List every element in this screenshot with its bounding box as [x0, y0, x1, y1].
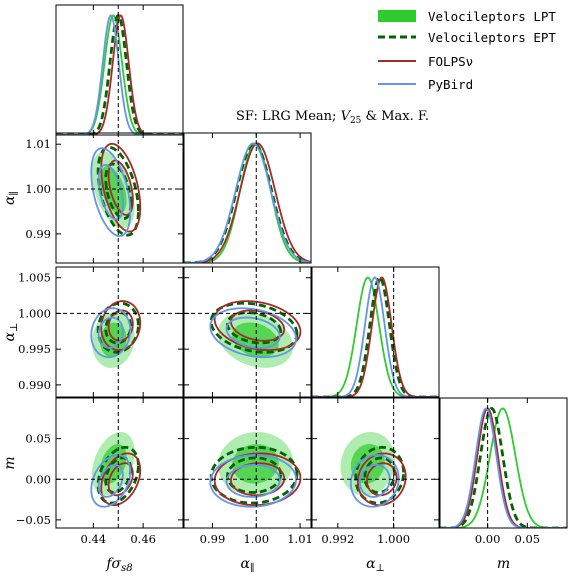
ytick-label-m: −0.05 — [16, 513, 51, 527]
annotation-v-subscript: 25 — [350, 116, 362, 126]
xtick-label-m: 0.00 — [475, 532, 501, 546]
figure-annotation: SF: LRG Mean; V25 & Max. F. — [236, 109, 429, 126]
marginal-apar-series-3 — [184, 142, 311, 263]
yaxis-label-m: m — [2, 456, 18, 469]
contour-apar-fs8-series-3-level-1 — [97, 164, 124, 221]
marginal-m-series-0 — [440, 407, 567, 528]
contour-m-fs8-series-2-level-0 — [100, 452, 142, 507]
annotation-prefix: SF: LRG Mean; — [236, 109, 341, 124]
xtick-label-fs8: 0.44 — [81, 532, 107, 546]
xaxis-label-m: m — [497, 556, 510, 572]
panel-apar-fs8 — [56, 133, 183, 263]
contour-m-fs8-series-3-level-0 — [90, 454, 132, 508]
contour-aperp-fs8-series-3-level-1 — [97, 316, 124, 349]
contour-m-aperp-series-3-level-0 — [349, 454, 400, 508]
marginal-m-series-2 — [440, 407, 567, 528]
legend-label-ept: Velocileptors EPT — [428, 30, 556, 45]
annotation-suffix: & Max. F. — [361, 109, 429, 124]
ytick-label-m: 0.00 — [25, 472, 51, 486]
yaxis-label-aperp: α⊥ — [2, 323, 20, 342]
panel-fs8-fs8 — [56, 5, 183, 135]
ytick-label-apar: 1.01 — [25, 137, 51, 151]
xtick-label-apar: 1.00 — [243, 532, 269, 546]
ytick-label-m: 0.05 — [25, 432, 51, 446]
xtick-label-apar: 0.99 — [200, 532, 226, 546]
legend-swatch-lpt — [378, 10, 416, 22]
panel-frame-apar-apar — [183, 132, 312, 264]
contour-m-fs8-series-2-level-1 — [107, 462, 134, 497]
contour-aperp-apar-series-3-level-1 — [225, 316, 281, 349]
panel-frame-m-fs8 — [55, 397, 184, 529]
panel-aperp-aperp — [312, 267, 439, 397]
marginal-m-series-3 — [440, 407, 567, 528]
marginal-fs8-series-2 — [56, 14, 183, 135]
panel-frame-fs8-fs8 — [55, 4, 184, 136]
panel-frame-aperp-apar — [183, 266, 312, 398]
panel-frame-m-aperp — [311, 397, 440, 529]
contour-apar-fs8-series-1-level-0 — [96, 145, 140, 237]
contour-aperp-apar-series-1-level-0 — [209, 301, 299, 354]
contour-m-apar-series-3-level-0 — [209, 454, 298, 508]
xaxis-label-fs8: fσs8 — [105, 556, 132, 574]
contour-m-apar-series-3-level-1 — [225, 463, 281, 498]
xtick-label-fs8: 0.46 — [130, 532, 156, 546]
contour-aperp-apar-series-3-level-0 — [209, 307, 298, 359]
contour-aperp-fs8-series-2-level-0 — [100, 300, 142, 351]
legend-label-pybird: PyBird — [428, 77, 473, 92]
legend: Velocileptors LPT Velocileptors EPT FOLP… — [378, 9, 556, 92]
contour-aperp-fs8-series-2-level-1 — [107, 309, 134, 342]
panel-frame-aperp-aperp — [311, 266, 440, 398]
panel-frame-aperp-fs8 — [55, 266, 184, 398]
xtick-label-m: 0.05 — [515, 532, 541, 546]
ytick-label-aperp: 1.000 — [18, 306, 51, 320]
contour-m-aperp-series-3-level-1 — [359, 463, 391, 498]
annotation-v-symbol: V — [341, 109, 352, 124]
ytick-label-aperp: 1.005 — [18, 271, 51, 285]
panel-apar-apar — [184, 133, 311, 263]
panel-frame-m-apar — [183, 397, 312, 529]
panel-m-apar — [184, 398, 311, 528]
panel-m-m — [440, 398, 567, 528]
yaxis-label-apar: α∥ — [2, 191, 20, 205]
ytick-label-apar: 0.99 — [25, 227, 51, 241]
xtick-label-aperp: 0.992 — [321, 532, 354, 546]
ytick-label-aperp: 0.995 — [18, 342, 51, 356]
panel-m-fs8 — [56, 398, 183, 528]
marginal-fs8-series-3 — [56, 14, 183, 135]
panel-frame-apar-fs8 — [55, 132, 184, 264]
ytick-label-apar: 1.00 — [25, 182, 51, 196]
marginal-aperp-series-2 — [312, 276, 439, 397]
xaxis-label-aperp: α⊥ — [366, 556, 385, 574]
panel-m-aperp — [312, 398, 439, 528]
panel-aperp-fs8 — [56, 267, 183, 397]
marginal-m-series-1 — [440, 406, 567, 528]
xaxis-label-apar: α∥ — [240, 556, 254, 574]
legend-label-lpt: Velocileptors LPT — [428, 9, 556, 24]
ytick-label-aperp: 0.990 — [18, 378, 51, 392]
contour-aperp-apar-series-2-level-0 — [213, 300, 302, 351]
panel-frame-m-m — [439, 397, 568, 529]
contour-aperp-fs8-series-3-level-0 — [90, 307, 132, 359]
legend-label-folps: FOLPSν — [428, 54, 473, 69]
panel-aperp-apar — [184, 267, 311, 397]
contour-m-fs8-series-3-level-1 — [97, 463, 124, 498]
contour-apar-fs8-series-2-level-1 — [107, 159, 134, 216]
marginal-apar-series-2 — [184, 142, 311, 263]
contour-apar-fs8-series-3-level-0 — [90, 147, 132, 237]
contour-m-aperp-series-2-level-1 — [366, 462, 398, 497]
xtick-label-aperp: 1.000 — [377, 532, 410, 546]
xtick-label-apar: 1.01 — [287, 532, 313, 546]
